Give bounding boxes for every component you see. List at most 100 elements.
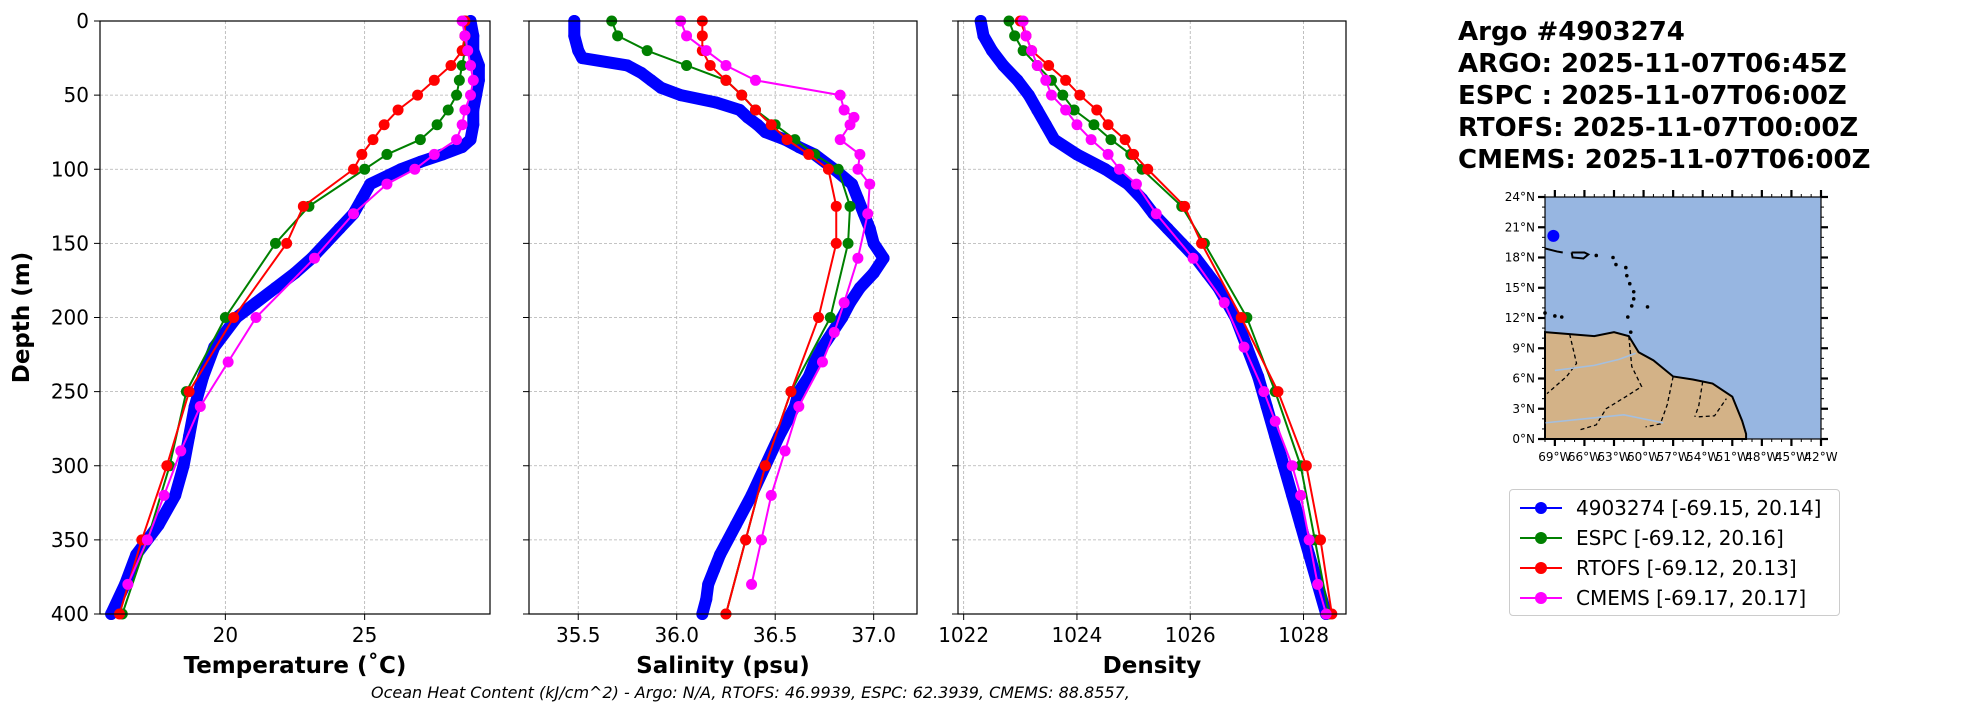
title-line-rtofs-time: RTOFS: 2025-11-07T00:00Z <box>1458 113 1859 143</box>
data-point <box>1057 89 1069 101</box>
map-island <box>1628 330 1633 334</box>
data-point <box>1085 134 1097 146</box>
data-point <box>451 134 463 146</box>
data-point <box>844 200 856 212</box>
data-point <box>194 400 206 412</box>
data-point <box>1060 104 1072 116</box>
legend-entry-rtofs: RTOFS [-69.12, 20.13] <box>1518 553 1831 583</box>
data-point <box>700 593 713 606</box>
data-point <box>681 59 693 71</box>
legend-marker-icon <box>1518 558 1564 578</box>
title-line-espc-time: ESPC : 2025-11-07T06:00Z <box>1458 81 1847 111</box>
data-point <box>1048 133 1061 146</box>
title-line-argo-time: ARGO: 2025-11-07T06:45Z <box>1458 49 1847 79</box>
data-point <box>1269 415 1281 427</box>
data-point <box>456 59 468 71</box>
map-lat-label: 9°N <box>1512 341 1535 355</box>
map-lon-label: 48°W <box>1745 450 1778 464</box>
x-tick-label: 1026 <box>1165 623 1216 647</box>
data-point <box>1303 534 1315 546</box>
data-point <box>465 89 476 101</box>
x-tick-label: 25 <box>352 623 377 647</box>
x-tick-label: 1028 <box>1278 623 1329 647</box>
data-point <box>708 563 721 576</box>
map-island <box>1624 265 1628 270</box>
map-island <box>1611 255 1615 260</box>
data-point <box>729 519 742 532</box>
x-axis-label: Temperature (˚C) <box>184 652 407 679</box>
map-island <box>1544 247 1563 254</box>
data-point <box>1099 163 1112 176</box>
x-tick-label: 36.5 <box>753 623 798 647</box>
data-point <box>442 104 454 116</box>
title-line-float-id: Argo #4903274 <box>1458 17 1685 47</box>
data-point <box>838 297 850 309</box>
legend-label: 4903274 [-69.15, 20.14] <box>1576 496 1822 520</box>
data-point <box>714 548 727 561</box>
data-point <box>1196 237 1208 249</box>
data-point <box>392 104 404 116</box>
data-point <box>781 134 793 146</box>
data-point <box>1102 119 1114 131</box>
data-point <box>428 148 440 160</box>
data-point <box>863 222 876 235</box>
data-point <box>1020 30 1032 42</box>
data-point <box>1272 386 1284 398</box>
data-point <box>1121 178 1134 191</box>
series-cmems <box>122 15 479 590</box>
map-lat-label: 6°N <box>1512 372 1535 386</box>
data-point <box>846 178 859 191</box>
data-point <box>1218 297 1230 309</box>
map-lon-label: 45°W <box>1775 450 1808 464</box>
data-point <box>834 89 846 101</box>
data-point <box>785 386 797 398</box>
data-point <box>1286 489 1299 502</box>
data-point <box>183 386 195 398</box>
map-island <box>1594 253 1599 258</box>
data-point <box>997 59 1010 72</box>
map-island <box>1627 281 1632 286</box>
y-tick-label: 50 <box>64 83 89 107</box>
data-point <box>367 134 379 146</box>
data-point <box>169 489 182 502</box>
y-tick-label: 250 <box>51 380 89 404</box>
map-lat-label: 21°N <box>1505 220 1535 234</box>
data-point <box>867 267 880 280</box>
data-point <box>736 89 748 101</box>
data-point <box>161 460 173 472</box>
data-point <box>854 148 866 160</box>
data-point <box>1068 104 1080 116</box>
data-point <box>862 208 874 220</box>
data-point <box>456 119 468 131</box>
y-axis-label: Depth (m) <box>9 252 35 384</box>
x-tick-label: 35.5 <box>556 623 601 647</box>
location-map: 24°N 21°N 18°N 15°N 12°N 9°N 6°N 3°N 0°N69°W66°W… <box>1505 190 1838 464</box>
map-river <box>1554 352 1636 372</box>
data-point <box>745 489 758 502</box>
map-island <box>1553 314 1557 318</box>
data-point <box>1235 312 1247 323</box>
series-cmems <box>1017 15 1332 620</box>
map-lon-label: 42°W <box>1804 450 1837 464</box>
data-point <box>852 163 864 175</box>
data-point <box>759 460 771 472</box>
data-point <box>1238 341 1250 353</box>
data-point <box>464 133 477 146</box>
data-point <box>1315 534 1327 546</box>
data-point <box>755 534 767 546</box>
legend-entry-cmems: CMEMS [-69.17, 20.17] <box>1518 583 1831 613</box>
data-point <box>1074 89 1086 101</box>
map-island <box>1626 315 1630 319</box>
data-point <box>250 296 262 309</box>
data-point <box>822 163 834 175</box>
data-point <box>765 119 777 131</box>
map-lat-label: 15°N <box>1505 281 1535 295</box>
data-point <box>828 326 840 338</box>
x-tick-label: 1022 <box>938 623 989 647</box>
data-point <box>459 104 471 116</box>
map-lon-label: 60°W <box>1627 450 1660 464</box>
data-point <box>635 66 648 79</box>
data-point <box>813 312 825 323</box>
data-point <box>297 200 309 212</box>
data-point <box>453 74 465 86</box>
